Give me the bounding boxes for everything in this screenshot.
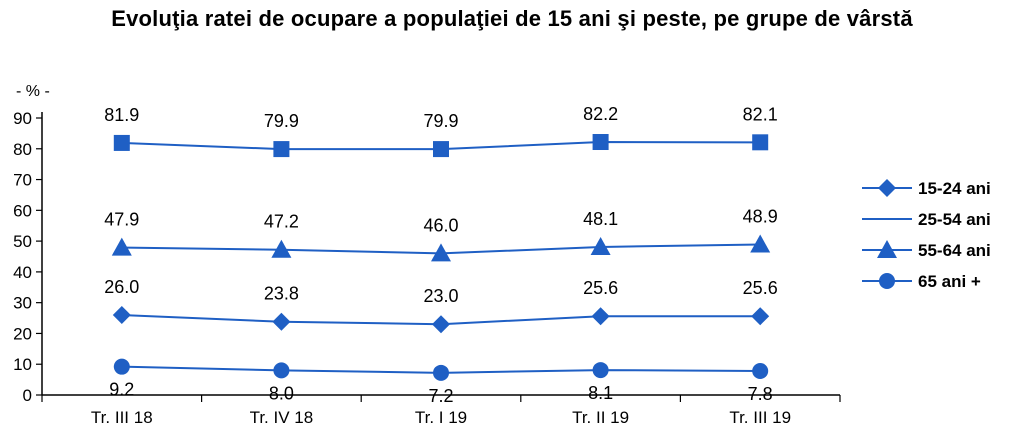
data-point-marker — [272, 312, 291, 331]
y-tick-label: 70 — [13, 171, 32, 190]
data-label: 47.9 — [104, 210, 139, 230]
data-label: 82.2 — [583, 104, 618, 124]
legend-label: 65 ani + — [918, 272, 981, 291]
x-tick-label: Tr. III 18 — [91, 408, 153, 427]
data-labels: 26.0 23.8 23.0 25.6 25.6 81.9 79.9 79.9 82.2 82.1… — [104, 104, 777, 406]
data-point-marker — [433, 364, 449, 381]
y-tick-label: 10 — [13, 355, 32, 374]
data-point-marker — [592, 134, 609, 151]
data-label: 46.0 — [423, 215, 458, 235]
legend-marker — [879, 273, 895, 289]
data-point-marker — [751, 307, 770, 326]
data-point-marker — [112, 305, 131, 324]
data-point-marker — [592, 362, 609, 379]
chart-title: Evoluţia ratei de ocupare a populaţiei d… — [111, 6, 913, 31]
data-point-marker — [273, 362, 290, 379]
data-label: 25.6 — [743, 278, 778, 298]
data-label: 8.1 — [588, 383, 613, 403]
data-point-marker — [113, 134, 130, 151]
x-tick-label: Tr. I 19 — [415, 408, 467, 427]
legend-item: 65 ani + — [862, 272, 981, 291]
x-tick-label: Tr. II 19 — [572, 408, 629, 427]
data-point-marker — [113, 358, 130, 375]
y-tick-label: 20 — [13, 324, 32, 343]
y-tick-label: 60 — [13, 201, 32, 220]
data-label: 81.9 — [104, 105, 139, 125]
data-label: 48.9 — [743, 206, 778, 226]
series-markers — [111, 134, 771, 381]
data-point-marker — [271, 239, 292, 258]
y-tick-label: 80 — [13, 140, 32, 159]
data-label: 7.8 — [748, 384, 773, 404]
data-label: 26.0 — [104, 277, 139, 297]
data-label: 82.1 — [743, 104, 778, 124]
y-tick-label: 50 — [13, 232, 32, 251]
x-tick-label: Tr. III 19 — [729, 408, 791, 427]
data-point-marker — [111, 237, 132, 256]
data-point-marker — [273, 141, 290, 158]
data-point-marker — [432, 315, 450, 334]
data-point-marker — [752, 362, 769, 379]
legend-marker — [878, 179, 896, 197]
legend-item: 15-24 ani — [862, 179, 991, 198]
legend-label: 15-24 ani — [918, 179, 991, 198]
legend: 15-24 ani 25-54 ani 55-64 ani 65 ani + — [862, 179, 991, 291]
legend-item: 25-54 ani — [862, 210, 991, 229]
data-label: 7.2 — [428, 386, 453, 406]
data-point-marker — [433, 141, 449, 158]
data-label: 79.9 — [264, 111, 299, 131]
y-axis-unit-label: - % - — [16, 83, 50, 100]
legend-marker — [877, 240, 897, 258]
y-tick-label: 40 — [13, 263, 32, 282]
data-label: 25.6 — [583, 278, 618, 298]
data-label: 48.1 — [583, 209, 618, 229]
legend-label: 25-54 ani — [918, 210, 991, 229]
axes: 0 10 20 30 40 50 60 70 80 90 Tr. III 18 Tr. IV 18 Tr… — [13, 109, 841, 427]
data-point-marker — [752, 134, 769, 151]
data-point-marker — [750, 234, 771, 253]
data-label: 79.9 — [423, 111, 458, 131]
y-tick-label: 90 — [13, 109, 32, 128]
data-label: 23.0 — [423, 286, 458, 306]
data-label: 9.2 — [109, 380, 134, 400]
legend-label: 55-64 ani — [918, 241, 991, 260]
x-tick-label: Tr. IV 18 — [250, 408, 314, 427]
data-label: 47.2 — [264, 212, 299, 232]
data-label: 23.8 — [264, 284, 299, 304]
data-point-marker — [590, 236, 611, 255]
data-point-marker — [431, 243, 451, 262]
data-point-marker — [591, 307, 610, 326]
y-tick-label: 30 — [13, 294, 32, 313]
y-tick-label: 0 — [23, 386, 32, 405]
legend-item: 55-64 ani — [862, 240, 991, 260]
data-label: 8.0 — [269, 383, 294, 403]
